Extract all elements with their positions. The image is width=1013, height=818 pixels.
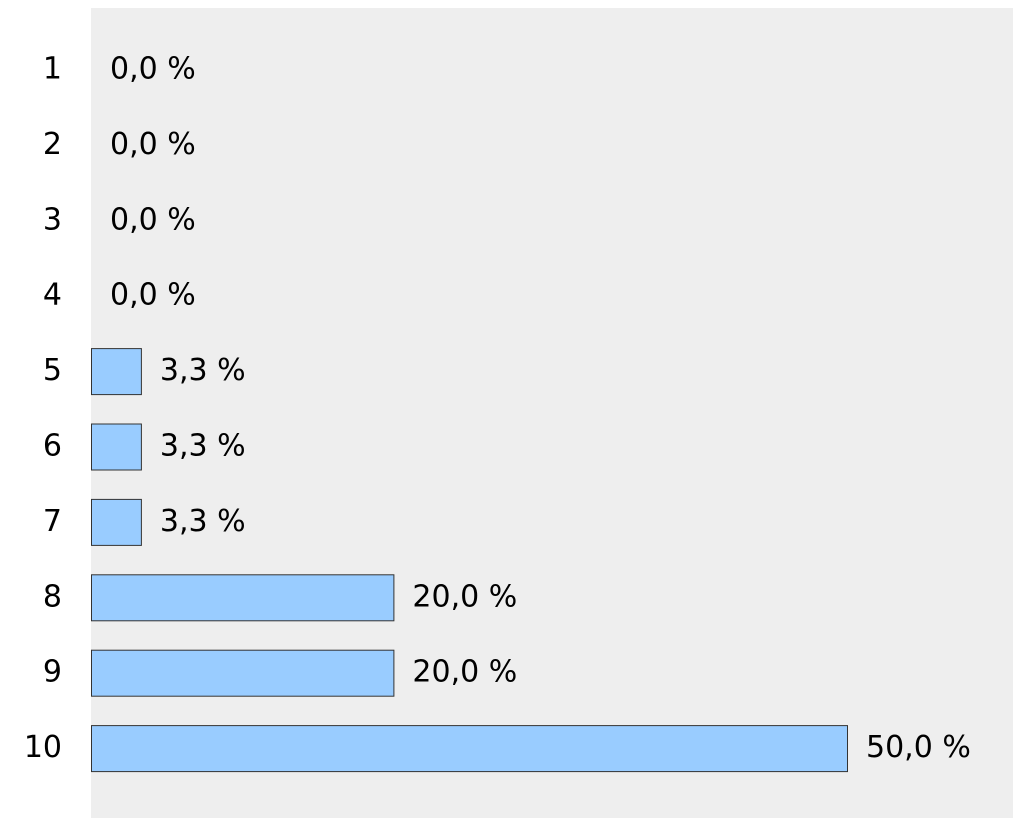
value-label: 0,0 % [110, 127, 196, 162]
bar [91, 649, 395, 697]
category-label: 7 [43, 504, 62, 539]
value-label: 0,0 % [110, 278, 196, 313]
category-label: 6 [43, 429, 62, 464]
value-label: 0,0 % [110, 202, 196, 237]
value-label: 3,3 % [160, 504, 246, 539]
value-label: 0,0 % [110, 52, 196, 87]
bar [91, 348, 142, 396]
category-label: 3 [43, 202, 62, 237]
bar [91, 423, 142, 471]
value-label: 3,3 % [160, 353, 246, 388]
category-label: 1 [43, 52, 62, 87]
value-label: 20,0 % [412, 655, 517, 690]
bar [91, 498, 142, 546]
category-label: 9 [43, 655, 62, 690]
bar [91, 574, 395, 622]
value-label: 3,3 % [160, 429, 246, 464]
category-label: 4 [43, 278, 62, 313]
category-label: 8 [43, 579, 62, 614]
value-label: 20,0 % [412, 579, 517, 614]
category-label: 2 [43, 127, 62, 162]
category-label: 10 [24, 730, 62, 765]
value-label: 50,0 % [866, 730, 971, 765]
category-label: 5 [43, 353, 62, 388]
bar [91, 725, 848, 773]
